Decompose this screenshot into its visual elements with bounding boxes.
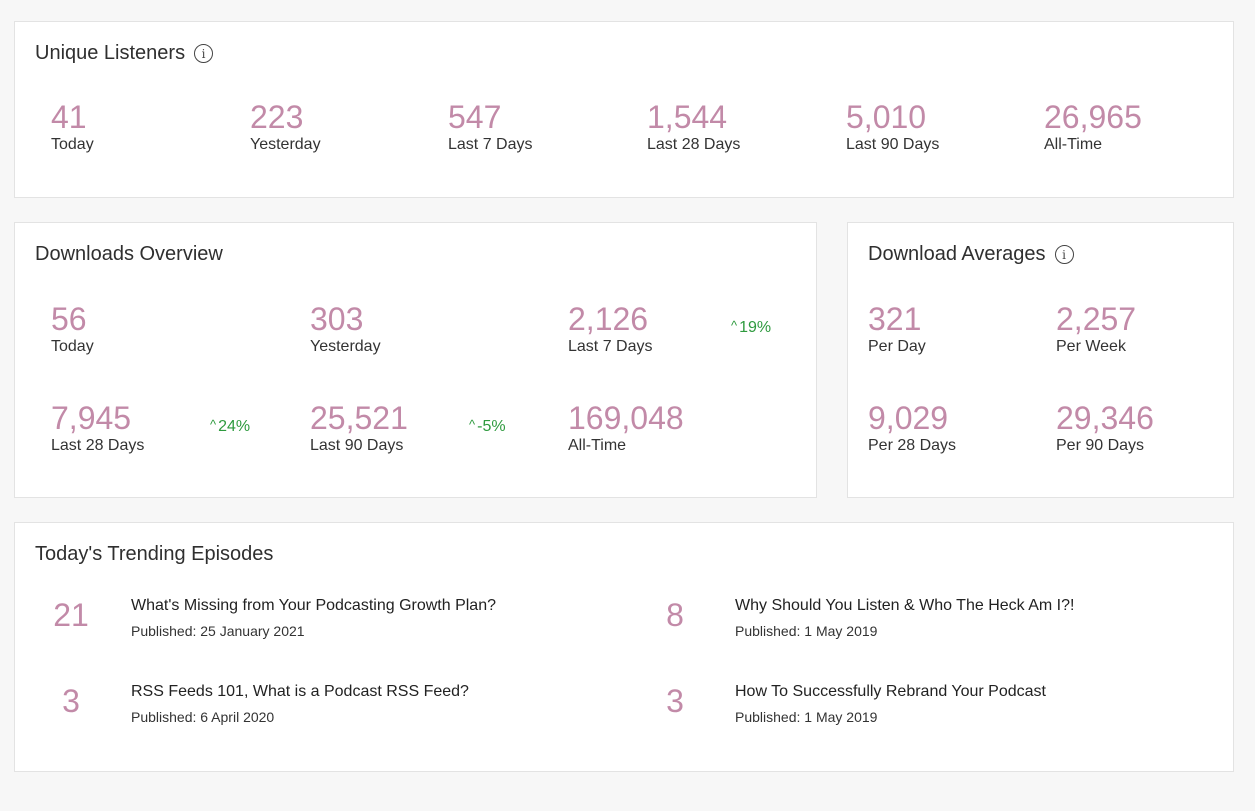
trending-episodes-title: Today's Trending Episodes	[35, 543, 273, 566]
delta-value: -5%	[477, 418, 506, 435]
stat-value: 2,257	[1056, 301, 1137, 337]
listeners-stat-alltime: 26,965 All-Time	[1044, 100, 1142, 154]
downloads-overview-title-text: Downloads Overview	[35, 243, 223, 265]
stat-value: 7,945	[51, 400, 132, 436]
trending-episodes-title-text: Today's Trending Episodes	[35, 543, 274, 565]
downloads-stat-7days: 2,126 Last 7 Days	[568, 302, 652, 356]
trending-episode-item[interactable]: 3 How To Successfully Rebrand Your Podca…	[635, 683, 1215, 733]
downloads-overview-title: Downloads Overview	[35, 243, 223, 266]
listeners-stat-yesterday: 223 Yesterday	[250, 100, 321, 154]
stat-label: Last 7 Days	[568, 338, 653, 355]
downloads-stat-90days: 25,521 Last 90 Days	[310, 401, 408, 455]
delta-value: 24%	[218, 418, 251, 435]
stat-label: All-Time	[1044, 136, 1103, 153]
stat-label: Per Day	[868, 338, 926, 355]
delta-badge-90days: ^ -5%	[469, 417, 506, 436]
stat-value: 303	[310, 301, 364, 337]
stat-label: Today	[51, 338, 94, 355]
episode-download-count: 8	[666, 597, 684, 633]
stat-value: 223	[250, 99, 304, 135]
delta-value: 19%	[739, 319, 772, 336]
stat-label: Per 28 Days	[868, 437, 957, 454]
episode-download-count: 3	[666, 683, 684, 719]
stat-label: Per 90 Days	[1056, 437, 1145, 454]
chevron-up-icon: ^	[469, 417, 476, 432]
episode-title-link[interactable]: What's Missing from Your Podcasting Grow…	[131, 597, 496, 614]
stat-value: 5,010	[846, 99, 927, 135]
downloads-overview-card: Downloads Overview 56 Today 303 Yesterda…	[14, 222, 817, 498]
averages-stat-per-day: 321 Per Day	[868, 302, 926, 356]
averages-stat-per-90days: 29,346 Per 90 Days	[1056, 401, 1154, 455]
episode-published-date: Published: 25 January 2021	[131, 623, 305, 639]
delta-badge-7days: ^ 19%	[731, 318, 772, 337]
stat-value: 25,521	[310, 400, 408, 436]
download-averages-title: Download Averages i	[868, 243, 1074, 266]
stat-label: Today	[51, 136, 94, 153]
stat-label: Last 28 Days	[647, 136, 741, 153]
stat-value: 321	[868, 301, 922, 337]
stat-value: 547	[448, 99, 502, 135]
stat-label: Yesterday	[310, 338, 381, 355]
unique-listeners-title-text: Unique Listeners	[35, 42, 186, 64]
episode-published-date: Published: 1 May 2019	[735, 623, 878, 639]
stat-label: Per Week	[1056, 338, 1126, 355]
episode-title-link[interactable]: Why Should You Listen & Who The Heck Am …	[735, 597, 1075, 614]
stat-value: 2,126	[568, 301, 649, 337]
stat-label: Last 7 Days	[448, 136, 533, 153]
delta-badge-28days: ^ 24%	[210, 417, 251, 436]
info-icon[interactable]: i	[194, 44, 214, 63]
averages-stat-per-28days: 9,029 Per 28 Days	[868, 401, 956, 455]
episode-published-date: Published: 6 April 2020	[131, 709, 275, 725]
download-averages-title-text: Download Averages	[868, 243, 1046, 265]
episode-title-link[interactable]: RSS Feeds 101, What is a Podcast RSS Fee…	[131, 683, 469, 700]
stat-label: All-Time	[568, 437, 627, 454]
stat-value: 9,029	[868, 400, 949, 436]
stat-value: 41	[51, 99, 87, 135]
stat-value: 56	[51, 301, 87, 337]
downloads-stat-yesterday: 303 Yesterday	[310, 302, 381, 356]
unique-listeners-card: Unique Listeners i 41 Today 223 Yesterda…	[14, 21, 1234, 198]
stat-label: Last 28 Days	[51, 437, 145, 454]
downloads-stat-28days: 7,945 Last 28 Days	[51, 401, 144, 455]
info-icon[interactable]: i	[1054, 245, 1074, 264]
trending-episodes-card: Today's Trending Episodes 21 What's Miss…	[14, 522, 1234, 772]
trending-episode-item[interactable]: 3 RSS Feeds 101, What is a Podcast RSS F…	[31, 683, 611, 733]
listeners-stat-28days: 1,544 Last 28 Days	[647, 100, 740, 154]
stat-value: 29,346	[1056, 400, 1154, 436]
listeners-stat-90days: 5,010 Last 90 Days	[846, 100, 939, 154]
stat-label: Last 90 Days	[846, 136, 940, 153]
listeners-stat-7days: 547 Last 7 Days	[448, 100, 532, 154]
episode-download-count: 21	[53, 597, 89, 633]
stat-value: 26,965	[1044, 99, 1142, 135]
episode-download-count: 3	[62, 683, 80, 719]
stat-label: Last 90 Days	[310, 437, 404, 454]
downloads-stat-today: 56 Today	[51, 302, 94, 356]
stat-value: 1,544	[647, 99, 728, 135]
averages-stat-per-week: 2,257 Per Week	[1056, 302, 1136, 356]
downloads-stat-alltime: 169,048 All-Time	[568, 401, 684, 455]
unique-listeners-title: Unique Listeners i	[35, 42, 214, 65]
trending-episode-item[interactable]: 21 What's Missing from Your Podcasting G…	[31, 597, 611, 647]
chevron-up-icon: ^	[210, 417, 217, 432]
download-averages-card: Download Averages i 321 Per Day 2,257 Pe…	[847, 222, 1234, 498]
episode-published-date: Published: 1 May 2019	[735, 709, 878, 725]
stat-value: 169,048	[568, 400, 684, 436]
stat-label: Yesterday	[250, 136, 321, 153]
chevron-up-icon: ^	[731, 318, 738, 333]
listeners-stat-today: 41 Today	[51, 100, 94, 154]
episode-title-link[interactable]: How To Successfully Rebrand Your Podcast	[735, 683, 1046, 700]
trending-episode-item[interactable]: 8 Why Should You Listen & Who The Heck A…	[635, 597, 1215, 647]
